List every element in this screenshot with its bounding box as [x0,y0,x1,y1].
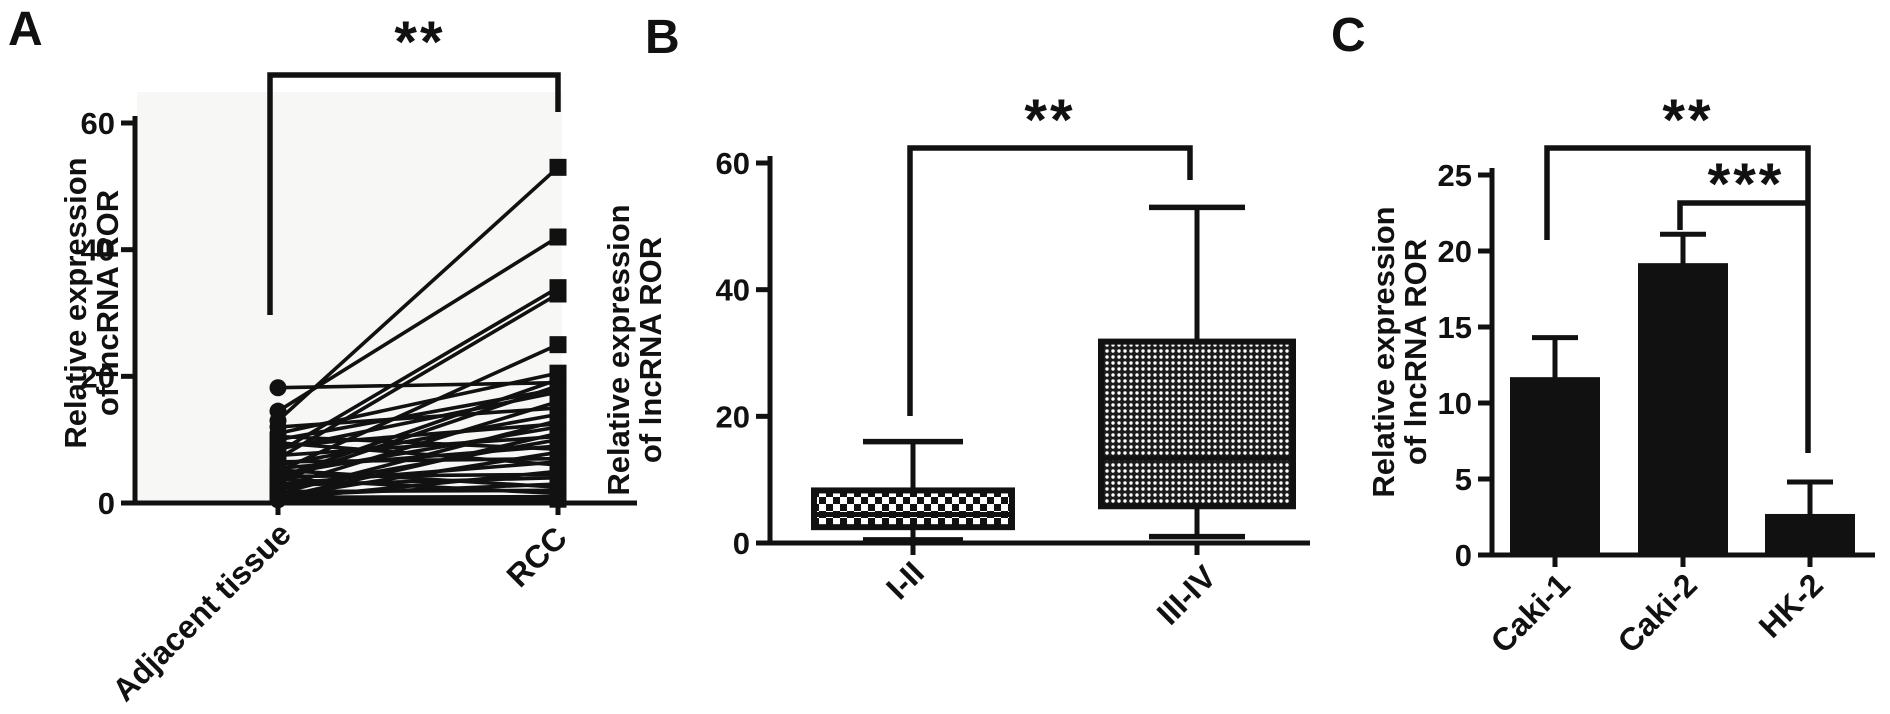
y-tick-label: 20 [81,359,115,394]
y-tick-label: 5 [1455,462,1472,497]
bar-hk-2 [1765,513,1855,555]
pair-line [277,468,559,489]
significance-bracket [907,145,1193,416]
pair-line [277,497,559,502]
y-tick-label: 20 [716,399,750,434]
y-tick-label: 60 [716,146,750,181]
rcc-point [549,336,567,354]
adjacent-tissue-point [269,470,287,488]
rcc-point [549,228,567,246]
significance-bracket [267,72,561,315]
panel-c-letter: C [1331,9,1366,62]
pair-line [277,380,559,390]
pair-line [277,434,559,451]
pair-line [276,166,560,423]
x-category-label: Adjacent tissue [105,515,298,708]
y-tick-label: 25 [1438,158,1472,193]
y-axis-label-line-1: Relative expression [58,157,93,448]
significance-stars: ** [394,10,445,75]
pair-line [277,235,559,413]
y-tick-label: 20 [1438,234,1472,269]
significance-stars: ** [1662,88,1713,153]
rcc-point [549,490,567,508]
box-i-ii [811,487,1015,531]
y-tick-label: 10 [1438,386,1472,421]
y-tick-label: 40 [81,233,115,268]
pair-line [277,472,559,479]
pair-line [277,406,559,429]
y-axis-label-line-2: of lncRNA ROR [90,190,125,416]
y-tick-label: 40 [716,273,750,308]
pair-line [277,434,559,458]
pair-line [277,387,559,442]
pair-line [277,444,559,470]
pair-line [277,412,559,467]
significance-bracket [1544,145,1811,453]
pair-line [277,456,559,464]
panel-a-letter: A [8,3,43,56]
panel-b-letter: B [645,11,680,64]
pair-line [277,477,559,496]
x-category-label: Caki-1 [1484,566,1577,659]
adjacent-tissue-point [269,491,287,509]
significance-bracket [1677,200,1808,230]
y-tick-label: 0 [733,526,750,561]
x-category-label: RCC [499,519,573,593]
pair-line [277,441,559,467]
x-category-label: I-II [879,554,931,606]
significance-stars: ** [1024,88,1075,153]
y-axis-label-line-2: of lncRNA ROR [633,237,668,463]
y-axis-label-line-1: Relative expression [1366,206,1401,497]
pair-line [277,425,559,477]
y-tick-label: 0 [1455,538,1472,573]
x-category-label: III-IV [1150,558,1224,632]
pair-line [277,343,559,473]
pair-line [277,422,559,448]
y-tick-label: 0 [98,486,115,521]
x-category-label: HK-2 [1752,566,1830,644]
x-category-label: Caki-2 [1611,566,1704,659]
box-iii-iv [1098,338,1296,510]
rcc-point [549,158,567,176]
adjacent-tissue-point [269,434,287,452]
significance-stars: *** [1708,152,1785,217]
pair-line [277,494,559,500]
bar-caki-2 [1638,263,1728,555]
y-axis-label-line-1: Relative expression [601,204,636,495]
y-tick-label: 60 [81,106,115,141]
y-tick-label: 15 [1438,310,1472,345]
pair-line [277,475,559,488]
adjacent-tissue-point [269,379,287,397]
adjacent-tissue-point [269,402,287,420]
bar-caki-1 [1510,377,1600,555]
rcc-point [549,285,567,303]
y-axis-label-line-2: of lncRNA ROR [1398,239,1433,465]
